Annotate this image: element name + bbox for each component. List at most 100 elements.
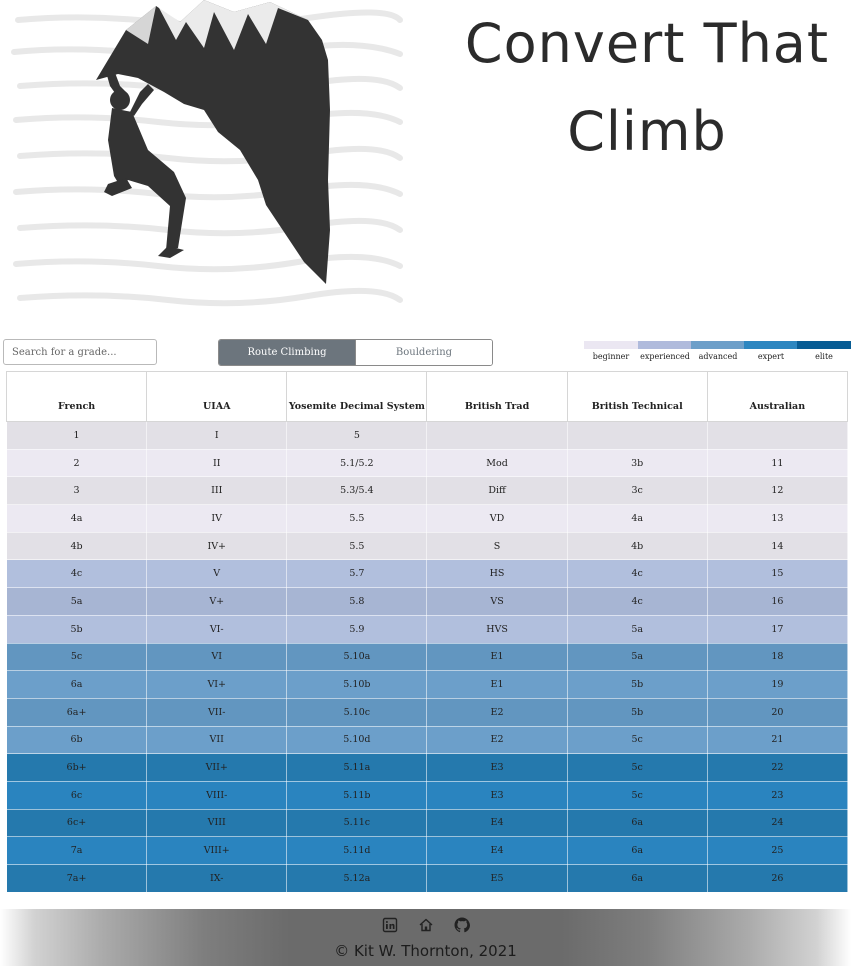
legend-label: expert: [757, 352, 785, 361]
table-row: 6a+ VII- 5.10c E2 5b 20: [5, 697, 849, 727]
cell-british-trad: E4: [426, 808, 568, 838]
climb-type-toggle: Route Climbing Bouldering: [218, 339, 493, 366]
table-row: 6c+ VIII 5.11c E4 6a 24: [5, 808, 849, 838]
cell-british-trad: HVS: [426, 614, 568, 644]
legend-swatch: [744, 341, 798, 349]
home-icon[interactable]: [418, 917, 434, 933]
cell-french: 6a: [5, 670, 148, 699]
table-row: 7a VIII+ 5.11d E4 6a 25: [5, 836, 849, 865]
cell-british-technical: 5c: [566, 780, 708, 810]
legend-label: experienced: [640, 352, 690, 361]
cell-uiaa: V: [146, 559, 288, 589]
route-climbing-tab[interactable]: Route Climbing: [219, 340, 355, 365]
cell-uiaa: VIII-: [146, 780, 288, 810]
cell-australian: 25: [706, 836, 849, 865]
cell-yosemite: 5.5: [286, 504, 428, 533]
table-row: 4c V 5.7 HS 4c 15: [5, 559, 849, 589]
cell-uiaa: IX-: [146, 864, 288, 893]
legend-swatch: [638, 341, 692, 349]
legend-item-experienced: experienced: [638, 341, 692, 361]
cell-australian: 18: [706, 642, 849, 672]
cell-uiaa: VII-: [146, 697, 288, 727]
column-header-british-trad: British Trad: [426, 371, 568, 422]
legend-item-elite: elite: [797, 341, 851, 361]
cell-french: 1: [5, 421, 148, 450]
cell-british-trad: E1: [426, 642, 568, 672]
bouldering-tab[interactable]: Bouldering: [355, 340, 492, 365]
cell-british-technical: 5b: [566, 670, 708, 699]
cell-british-trad: VD: [426, 504, 568, 533]
cell-british-trad: VS: [426, 587, 568, 616]
cell-uiaa: VIII: [146, 808, 288, 838]
cell-french: 7a+: [5, 864, 148, 893]
cell-uiaa: VI+: [146, 670, 288, 699]
cell-british-trad: Mod: [426, 448, 568, 478]
cell-australian: 15: [706, 559, 849, 589]
cell-yosemite: 5.5: [286, 531, 428, 561]
cell-british-technical: 6a: [566, 864, 708, 893]
cell-british-technical: [566, 421, 708, 450]
cell-yosemite: 5.11b: [286, 780, 428, 810]
cell-british-trad: Diff: [426, 476, 568, 506]
cell-french: 4c: [5, 559, 148, 589]
header: Convert That Climb: [0, 0, 851, 336]
cell-australian: 13: [706, 504, 849, 533]
cell-british-technical: 4c: [566, 587, 708, 616]
cell-uiaa: IV: [146, 504, 288, 533]
github-icon[interactable]: [454, 917, 470, 933]
table-row: 5c VI 5.10a E1 5a 18: [5, 642, 849, 672]
cell-uiaa: VII: [146, 725, 288, 755]
cell-british-technical: 4a: [566, 504, 708, 533]
cell-uiaa: III: [146, 476, 288, 506]
table-row: 6c VIII- 5.11b E3 5c 23: [5, 780, 849, 810]
cell-british-trad: E3: [426, 780, 568, 810]
cell-british-technical: 4c: [566, 559, 708, 589]
table-header-row: French UIAA Yosemite Decimal System Brit…: [5, 371, 849, 422]
cell-australian: 11: [706, 448, 849, 478]
legend-label: advanced: [698, 352, 738, 361]
cell-british-technical: 4b: [566, 531, 708, 561]
cell-french: 4b: [5, 531, 148, 561]
cell-yosemite: 5: [286, 421, 428, 450]
table-row: 6b VII 5.10d E2 5c 21: [5, 725, 849, 755]
cell-british-technical: 3c: [566, 476, 708, 506]
cell-australian: [706, 421, 849, 450]
table-row: 2 II 5.1/5.2 Mod 3b 11: [5, 448, 849, 478]
cell-australian: 24: [706, 808, 849, 838]
cell-british-technical: 5c: [566, 725, 708, 755]
cell-yosemite: 5.11c: [286, 808, 428, 838]
cell-uiaa: VIII+: [146, 836, 288, 865]
cell-british-technical: 5a: [566, 642, 708, 672]
cell-british-technical: 6a: [566, 836, 708, 865]
cell-french: 2: [5, 448, 148, 478]
cell-british-trad: E3: [426, 753, 568, 782]
table-row: 6b+ VII+ 5.11a E3 5c 22: [5, 753, 849, 782]
linkedin-icon[interactable]: [382, 917, 398, 933]
footer-links: [0, 917, 851, 933]
legend-swatch: [797, 341, 851, 349]
cell-uiaa: I: [146, 421, 288, 450]
cell-british-technical: 6a: [566, 808, 708, 838]
cell-australian: 20: [706, 697, 849, 727]
cell-yosemite: 5.12a: [286, 864, 428, 893]
cell-british-technical: 5b: [566, 697, 708, 727]
cell-british-technical: 5c: [566, 753, 708, 782]
cell-yosemite: 5.7: [286, 559, 428, 589]
cell-french: 6c: [5, 780, 148, 810]
cell-yosemite: 5.10b: [286, 670, 428, 699]
cell-british-trad: E1: [426, 670, 568, 699]
cell-british-trad: S: [426, 531, 568, 561]
climber-illustration: [11, 0, 403, 307]
cell-australian: 23: [706, 780, 849, 810]
cell-yosemite: 5.10a: [286, 642, 428, 672]
cell-yosemite: 5.3/5.4: [286, 476, 428, 506]
cell-british-trad: HS: [426, 559, 568, 589]
cell-uiaa: IV+: [146, 531, 288, 561]
grade-table-body: 1 I 5 2 II 5.1/5.2 Mod 3b 11 3 III 5.3/5.4 Diff 3c 12 4…: [5, 421, 849, 893]
cell-yosemite: 5.11d: [286, 836, 428, 865]
grade-search-input[interactable]: [3, 339, 157, 365]
cell-british-trad: E2: [426, 725, 568, 755]
legend-item-beginner: beginner: [584, 341, 638, 361]
cell-french: 6a+: [5, 697, 148, 727]
column-header-australian: Australian: [706, 371, 849, 422]
